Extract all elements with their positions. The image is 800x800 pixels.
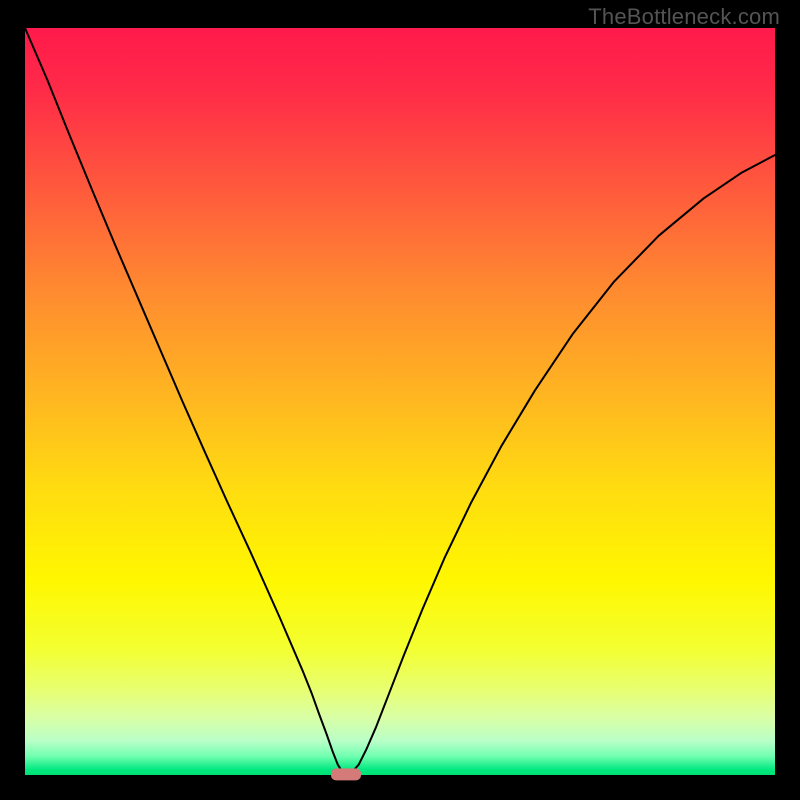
watermark-text: TheBottleneck.com <box>588 4 780 30</box>
chart-frame: TheBottleneck.com <box>0 0 800 800</box>
minimum-marker <box>331 768 361 780</box>
bottleneck-chart <box>0 0 800 800</box>
